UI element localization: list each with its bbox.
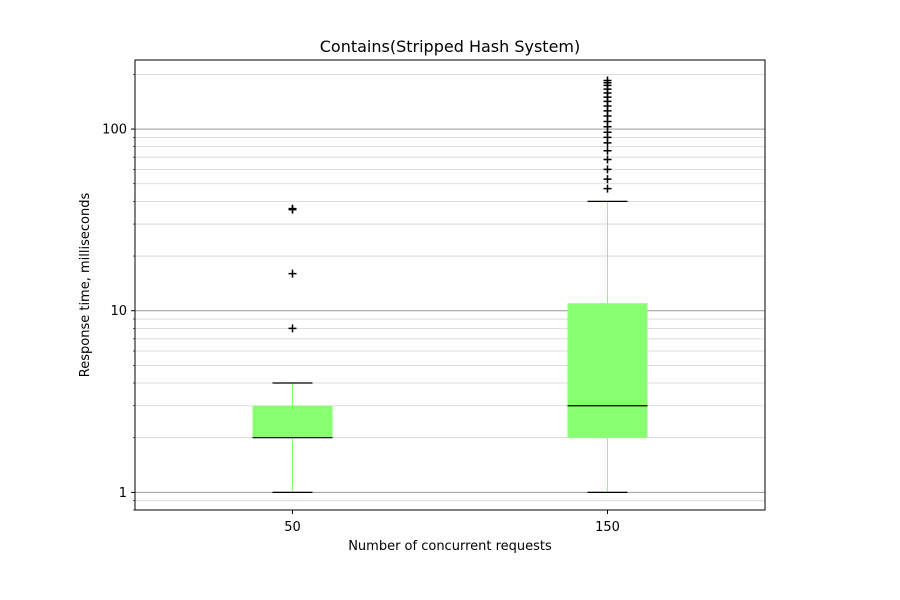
outlier-marker bbox=[288, 324, 297, 333]
outlier-marker bbox=[603, 165, 612, 174]
x-axis-label: Number of concurrent requests bbox=[348, 539, 552, 554]
outlier-marker bbox=[288, 269, 297, 278]
plot-frame bbox=[134, 59, 766, 511]
y-tick-label: 100 bbox=[102, 123, 127, 138]
y-tick-label: 10 bbox=[110, 304, 127, 319]
grid-lines bbox=[135, 73, 765, 511]
plot-elements bbox=[252, 76, 648, 493]
x-tick-label: 150 bbox=[595, 520, 620, 535]
axis-ticks: 1 10 100 50 150 bbox=[102, 74, 620, 535]
box-iqr bbox=[252, 405, 333, 438]
x-tick-label: 50 bbox=[284, 520, 301, 535]
outlier-marker bbox=[603, 76, 612, 85]
y-tick-label: 1 bbox=[119, 486, 127, 501]
outlier-marker bbox=[603, 146, 612, 155]
y-axis-label: Response time, milliseconds bbox=[78, 193, 93, 378]
outlier-marker bbox=[603, 175, 612, 184]
box-iqr bbox=[567, 303, 648, 438]
outlier-marker bbox=[288, 204, 297, 213]
outlier-marker bbox=[603, 184, 612, 193]
chart-title: Contains(Stripped Hash System) bbox=[320, 37, 581, 56]
outlier-marker bbox=[603, 155, 612, 164]
